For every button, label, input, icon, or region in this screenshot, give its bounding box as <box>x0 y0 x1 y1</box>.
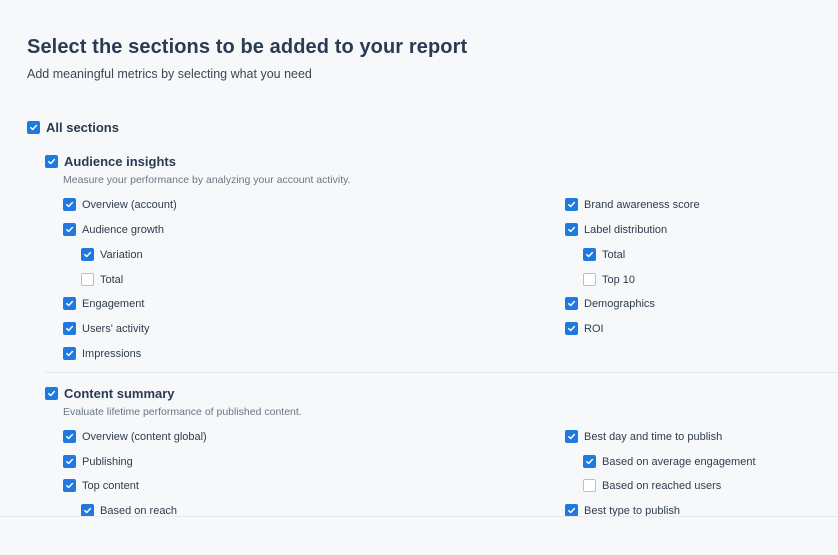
all-sections-label: All sections <box>46 120 119 135</box>
checkmark-icon <box>48 158 56 165</box>
checkmark-icon <box>84 507 92 514</box>
metric-best-day-time[interactable]: Best day and time to publish <box>565 430 722 443</box>
checkbox[interactable] <box>63 322 76 335</box>
checkmark-icon <box>66 226 74 233</box>
metric-label: Total <box>100 273 124 286</box>
metric-label: Publishing <box>82 455 133 468</box>
all-sections-checkbox-row[interactable]: All sections <box>27 120 119 135</box>
metric-label: Audience growth <box>82 223 164 236</box>
checkmark-icon <box>568 300 576 307</box>
checkmark-icon <box>586 458 594 465</box>
checkbox[interactable] <box>81 273 94 286</box>
checkmark-icon <box>66 482 74 489</box>
metric-label: Total <box>602 248 626 261</box>
checkbox[interactable] <box>81 248 94 261</box>
metric-publishing[interactable]: Publishing <box>63 455 133 468</box>
checkmark-icon <box>48 390 56 397</box>
metric-label: Based on average engagement <box>602 455 756 468</box>
checkmark-icon <box>568 507 576 514</box>
metric-roi[interactable]: ROI <box>565 322 604 335</box>
metric-label: Label distribution <box>584 223 668 236</box>
audience-insights-label: Audience insights <box>64 154 176 169</box>
metric-label: ROI <box>584 322 604 335</box>
metric-label: Users' activity <box>82 322 150 335</box>
checkbox[interactable] <box>565 198 578 211</box>
checkbox[interactable] <box>63 430 76 443</box>
audience-insights-checkbox[interactable] <box>45 155 58 168</box>
all-sections-checkbox[interactable] <box>27 121 40 134</box>
page-subtitle: Add meaningful metrics by selecting what… <box>27 67 312 81</box>
metric-label: Top 10 <box>602 273 636 286</box>
metric-label: Demographics <box>584 297 655 310</box>
metric-label-distribution[interactable]: Label distribution <box>565 223 667 236</box>
metric-label: Based on reach <box>100 504 178 517</box>
metric-top-content[interactable]: Top content <box>63 479 139 492</box>
metric-label-distribution-total[interactable]: Total <box>583 248 625 261</box>
checkbox[interactable] <box>63 347 76 360</box>
checkmark-icon <box>66 458 74 465</box>
checkmark-icon <box>66 300 74 307</box>
metric-top-content-based-on-reach[interactable]: Based on reach <box>81 504 177 517</box>
checkbox[interactable] <box>63 223 76 236</box>
metric-label: Best day and time to publish <box>584 430 723 443</box>
metric-best-type-to-publish[interactable]: Best type to publish <box>565 504 680 517</box>
metric-overview-account[interactable]: Overview (account) <box>63 198 177 211</box>
checkbox[interactable] <box>583 479 596 492</box>
checkbox[interactable] <box>565 430 578 443</box>
checkbox[interactable] <box>565 223 578 236</box>
footer-divider <box>0 516 838 517</box>
checkmark-icon <box>84 251 92 258</box>
metric-label: Overview (content global) <box>82 430 207 443</box>
metric-audience-growth[interactable]: Audience growth <box>63 223 164 236</box>
checkbox[interactable] <box>63 479 76 492</box>
metric-demographics[interactable]: Demographics <box>565 297 655 310</box>
metric-label: Variation <box>100 248 143 261</box>
section-divider <box>45 372 838 373</box>
metric-label: Top content <box>82 479 139 492</box>
checkmark-icon <box>66 433 74 440</box>
checkmark-icon <box>66 350 74 357</box>
metric-label: Brand awareness score <box>584 198 700 211</box>
metric-label: Impressions <box>82 347 142 360</box>
checkmark-icon <box>66 325 74 332</box>
checkbox[interactable] <box>565 322 578 335</box>
metric-audience-growth-variation[interactable]: Variation <box>81 248 143 261</box>
page-title: Select the sections to be added to your … <box>27 36 468 58</box>
checkbox[interactable] <box>63 297 76 310</box>
metric-brand-awareness-score[interactable]: Brand awareness score <box>565 198 700 211</box>
metric-label-distribution-top10[interactable]: Top 10 <box>583 273 635 286</box>
audience-insights-description: Measure your performance by analyzing yo… <box>63 174 351 186</box>
metric-label: Overview (account) <box>82 198 177 211</box>
content-summary-checkbox[interactable] <box>45 387 58 400</box>
checkbox[interactable] <box>583 273 596 286</box>
checkmark-icon <box>66 201 74 208</box>
checkmark-icon <box>568 226 576 233</box>
metric-users-activity[interactable]: Users' activity <box>63 322 150 335</box>
checkbox[interactable] <box>63 455 76 468</box>
checkmark-icon <box>568 325 576 332</box>
checkbox[interactable] <box>583 248 596 261</box>
checkbox[interactable] <box>583 455 596 468</box>
metric-based-on-reached-users[interactable]: Based on reached users <box>583 479 721 492</box>
section-audience-insights[interactable]: Audience insights <box>45 154 176 169</box>
metric-engagement[interactable]: Engagement <box>63 297 144 310</box>
metric-impressions[interactable]: Impressions <box>63 347 141 360</box>
metric-based-on-average-engagement[interactable]: Based on average engagement <box>583 455 756 468</box>
content-summary-label: Content summary <box>64 386 175 401</box>
section-content-summary[interactable]: Content summary <box>45 386 175 401</box>
checkmark-icon <box>586 251 594 258</box>
checkbox[interactable] <box>565 297 578 310</box>
content-summary-description: Evaluate lifetime performance of publish… <box>63 406 302 418</box>
footer-area <box>0 517 838 555</box>
metric-label: Best type to publish <box>584 504 681 517</box>
metric-label: Based on reached users <box>602 479 722 492</box>
metric-audience-growth-total[interactable]: Total <box>81 273 123 286</box>
checkbox[interactable] <box>63 198 76 211</box>
metric-label: Engagement <box>82 297 145 310</box>
checkmark-icon <box>30 124 38 131</box>
metric-overview-content-global[interactable]: Overview (content global) <box>63 430 207 443</box>
checkmark-icon <box>568 201 576 208</box>
checkmark-icon <box>568 433 576 440</box>
